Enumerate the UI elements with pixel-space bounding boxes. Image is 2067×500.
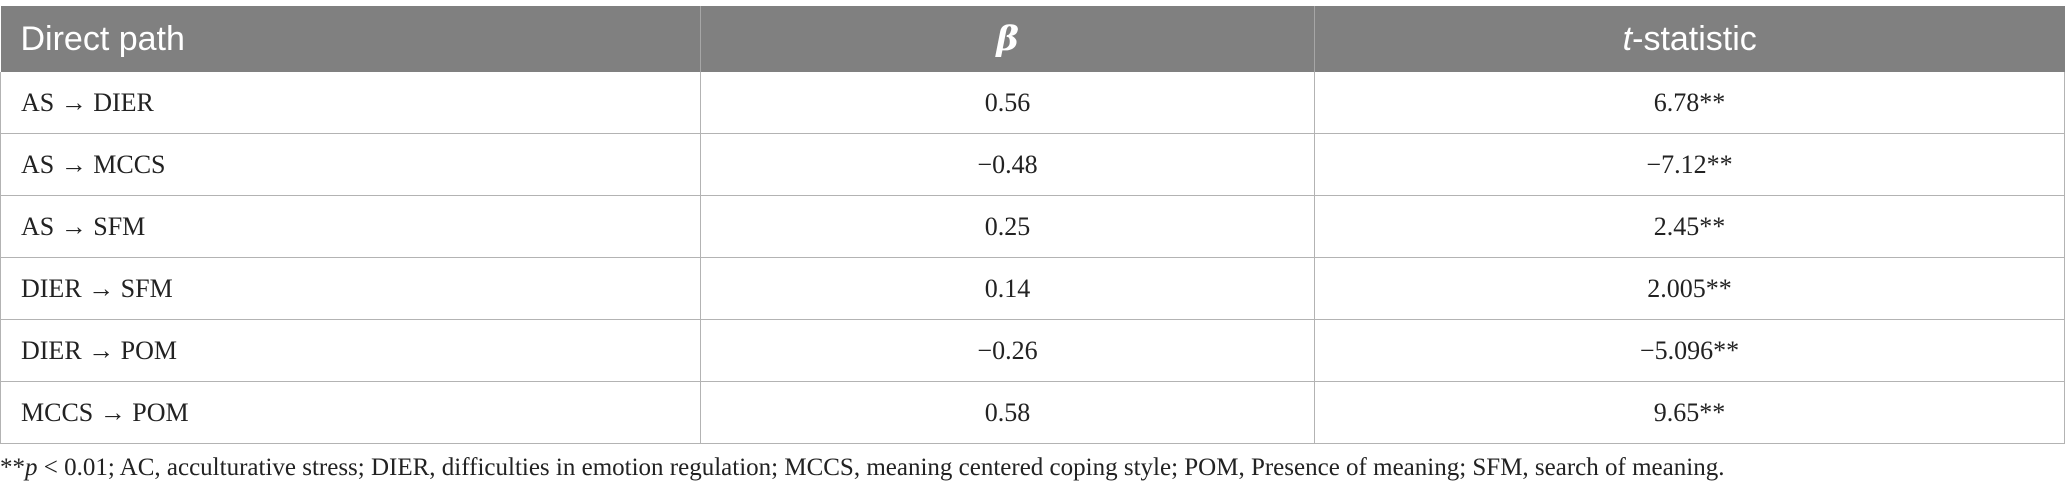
table-row: AS → MCCS −0.48 −7.12**: [0, 133, 2065, 196]
header-t-italic: t: [1622, 19, 1633, 58]
cell-beta: 0.25: [700, 195, 1315, 258]
header-t-statistic: t-statistic: [1314, 6, 2065, 72]
table-row: DIER → POM −0.26 −5.096**: [0, 319, 2065, 382]
table-body: AS → DIER 0.56 6.78** AS → MCCS −0.48 −7…: [0, 72, 2065, 444]
cell-path: AS → DIER: [0, 72, 701, 134]
header-beta: β: [700, 6, 1315, 72]
cell-path: AS → MCCS: [0, 133, 701, 196]
cell-t-statistic: 2.45**: [1314, 195, 2065, 258]
cell-path: DIER → SFM: [0, 257, 701, 320]
cell-path: AS → SFM: [0, 195, 701, 258]
cell-path: MCCS → POM: [0, 381, 701, 444]
footnote-stars: **: [0, 454, 25, 481]
cell-t-statistic: −7.12**: [1314, 133, 2065, 196]
header-t-rest: -statistic: [1632, 19, 1757, 58]
cell-t-statistic: −5.096**: [1314, 319, 2065, 382]
cell-t-statistic: 2.005**: [1314, 257, 2065, 320]
table-row: AS → SFM 0.25 2.45**: [0, 195, 2065, 258]
results-table-container: Direct path β t-statistic AS → DIER 0.56…: [0, 6, 2067, 444]
cell-beta: −0.48: [700, 133, 1315, 196]
cell-beta: −0.26: [700, 319, 1315, 382]
header-direct-path: Direct path: [0, 6, 701, 72]
cell-beta: 0.56: [700, 72, 1315, 134]
table-row: MCCS → POM 0.58 9.65**: [0, 381, 2065, 444]
cell-path: DIER → POM: [0, 319, 701, 382]
table-row: AS → DIER 0.56 6.78**: [0, 72, 2065, 134]
table-header: Direct path β t-statistic: [0, 6, 2065, 72]
table-footnote: **p < 0.01; AC, acculturative stress; DI…: [0, 454, 1724, 482]
cell-beta: 0.58: [700, 381, 1315, 444]
header-row: Direct path β t-statistic: [0, 6, 2065, 72]
cell-t-statistic: 9.65**: [1314, 381, 2065, 444]
footnote-text: < 0.01; AC, acculturative stress; DIER, …: [37, 454, 1725, 481]
cell-t-statistic: 6.78**: [1314, 72, 2065, 134]
cell-beta: 0.14: [700, 257, 1315, 320]
footnote-p: p: [25, 454, 38, 481]
direct-paths-table: Direct path β t-statistic AS → DIER 0.56…: [0, 6, 2065, 444]
table-row: DIER → SFM 0.14 2.005**: [0, 257, 2065, 320]
